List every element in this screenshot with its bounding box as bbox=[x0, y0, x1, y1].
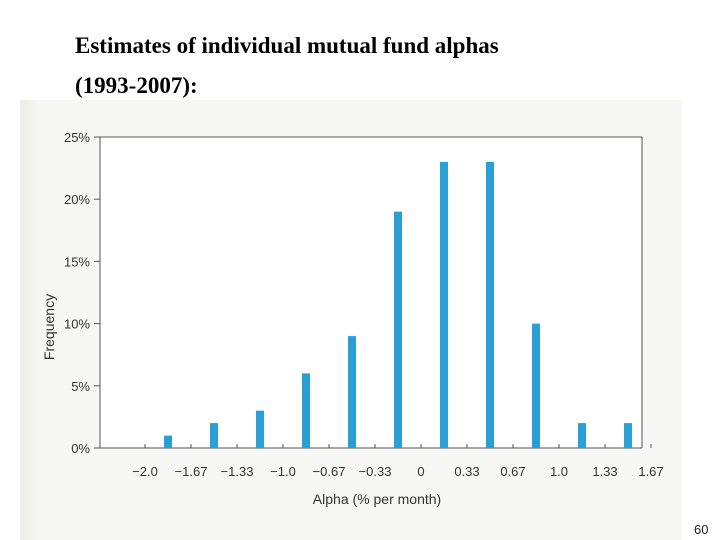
bars bbox=[164, 161, 632, 448]
y-tick-label: 15% bbox=[64, 254, 90, 269]
plot-background bbox=[100, 137, 642, 448]
x-tick-label: 0 bbox=[417, 464, 424, 479]
x-tick-label: −2.0 bbox=[132, 464, 158, 479]
x-tick-label: −0.33 bbox=[359, 464, 392, 479]
x-tick-label: −1.33 bbox=[221, 464, 254, 479]
x-tick-label: 0.33 bbox=[454, 464, 479, 479]
histogram-bar bbox=[210, 423, 218, 448]
histogram-bar bbox=[348, 336, 356, 448]
histogram-bar bbox=[532, 323, 540, 448]
histogram-bar bbox=[164, 435, 172, 448]
x-axis-label: Alpha (% per month) bbox=[313, 491, 441, 507]
histogram-bar bbox=[302, 373, 310, 448]
y-tick-label: 10% bbox=[64, 317, 90, 332]
y-tick-label: 20% bbox=[64, 192, 90, 207]
y-axis-label: Frequency bbox=[41, 294, 57, 360]
page-number: 60 bbox=[694, 522, 709, 537]
x-tick-label: 1.67 bbox=[638, 464, 663, 479]
histogram-bar bbox=[578, 423, 586, 448]
y-axis-ticks: 0% 5% 10% 15% 20% 25% bbox=[64, 130, 100, 456]
y-tick-label: 0% bbox=[71, 441, 90, 456]
histogram-bar bbox=[486, 161, 494, 448]
slide-title: Estimates of individual mutual fund alph… bbox=[75, 26, 695, 106]
x-tick-label: −1.0 bbox=[270, 464, 296, 479]
plot-area bbox=[99, 136, 643, 449]
x-tick-label: 0.67 bbox=[500, 464, 525, 479]
x-tick-label: −1.67 bbox=[175, 464, 208, 479]
histogram-bar bbox=[440, 161, 448, 448]
alpha-histogram-chart: 0% 5% 10% 15% 20% 25% −2.0 −1.67 −1.33 −1.0 −0.67… bbox=[41, 130, 664, 507]
x-tick-label: 1.0 bbox=[550, 464, 568, 479]
histogram-bar bbox=[394, 211, 402, 448]
y-tick-label: 25% bbox=[64, 130, 90, 145]
x-tick-label: −0.67 bbox=[313, 464, 346, 479]
histogram-bar bbox=[624, 423, 632, 448]
x-axis-ticks: −2.0 −1.67 −1.33 −1.0 −0.67 −0.33 0 0.33 0.67 1.0… bbox=[132, 444, 664, 479]
slide-title-line-1: Estimates of individual mutual fund alph… bbox=[75, 33, 499, 58]
histogram-bar bbox=[256, 410, 264, 448]
x-tick-label: 1.33 bbox=[592, 464, 617, 479]
slide-title-line-2: (1993-2007): bbox=[75, 73, 198, 98]
y-tick-label: 5% bbox=[71, 379, 90, 394]
